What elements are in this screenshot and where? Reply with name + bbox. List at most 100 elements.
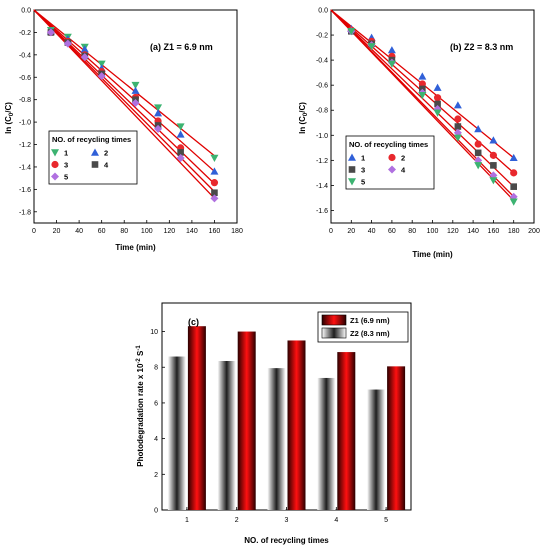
y-tick-label-c: 10 <box>150 329 158 336</box>
x-tick-label-b: 200 <box>528 228 540 235</box>
legend-label-b-2: 2 <box>401 154 405 163</box>
legend-swatch-z1 <box>321 314 347 326</box>
legend-box-a <box>48 130 138 185</box>
data-point-b-series-5 <box>509 198 518 206</box>
x-axis-label-b: Time (min) <box>412 250 453 259</box>
bars-c <box>167 326 406 510</box>
data-point-a-series-5 <box>176 153 185 162</box>
y-axis-label-b-sub: 0 <box>303 112 309 116</box>
x-tick-label-b: 180 <box>508 228 520 235</box>
legend-entries-b: 1 2 3 4 5 <box>348 153 406 187</box>
y-tick-label-a: -1.4 <box>19 164 31 171</box>
x-tick-label-a: 160 <box>209 228 221 235</box>
data-point-a-series-2 <box>80 45 89 53</box>
y-tick-label-a: -0.2 <box>19 30 31 37</box>
legend-marker-b-2 <box>388 153 396 162</box>
y-tick-label-b: 0.0 <box>318 8 328 15</box>
legend-box-b <box>345 135 435 190</box>
tick-group-c: 1 2 3 4 5 0 2 4 6 8 10 <box>150 329 388 524</box>
data-point-b-series-5 <box>489 177 498 185</box>
legend-label-a-4: 4 <box>104 161 109 170</box>
x-tick-label-a: 80 <box>120 228 128 235</box>
bar-z2-2 <box>217 360 236 510</box>
x-tick-label-b: 40 <box>368 228 376 235</box>
y-tick-label-c: 0 <box>154 508 158 515</box>
x-tick-label-b: 160 <box>488 228 500 235</box>
data-point-b-series-5 <box>367 43 376 51</box>
fit-lines-a <box>33 9 215 199</box>
legend-marker-b-1 <box>348 153 356 161</box>
y-axis-label-c-sup2: -1 <box>136 345 142 351</box>
data-point-a-series-4 <box>177 149 184 156</box>
y-tick-label-a: -1.8 <box>19 209 31 216</box>
x-tick-label-a: 180 <box>231 228 243 235</box>
data-point-b-series-1 <box>418 72 427 80</box>
y-axis-label-b-main: ln (C <box>298 116 307 134</box>
data-point-a-series-1 <box>131 81 140 90</box>
data-point-a-series-2 <box>210 167 219 175</box>
data-point-a-series-5 <box>97 72 106 81</box>
x-tick-label-b: 0 <box>329 228 333 235</box>
y-tick-label-b: -1.6 <box>316 208 328 215</box>
legend-entries-a: 1 2 3 4 5 <box>51 148 109 182</box>
y-tick-label-b: -0.6 <box>316 83 328 90</box>
data-point-b-series-1 <box>474 125 483 133</box>
legend-label-a-1: 1 <box>64 149 68 158</box>
y-tick-label-a: -1.6 <box>19 187 31 194</box>
data-point-b-series-2 <box>474 140 482 148</box>
data-point-b-series-2 <box>510 169 518 177</box>
y-tick-label-c: 8 <box>154 365 158 372</box>
data-point-b-series-5 <box>474 162 483 170</box>
data-point-b-series-3 <box>454 123 462 130</box>
data-point-b-series-5 <box>347 28 356 36</box>
panel-label-c: (c) <box>188 317 199 327</box>
data-point-a-series-5 <box>63 39 72 48</box>
y-tick-label-c: 2 <box>154 472 158 479</box>
y-tick-label-a: -0.4 <box>19 52 31 59</box>
legend-marker-b-3 <box>348 166 356 173</box>
data-point-a-series-1 <box>154 104 163 112</box>
data-point-b-series-5 <box>433 109 442 117</box>
legend-c: Z1 (6.9 nm) Z2 (8.3 nm) <box>317 311 409 343</box>
legend-swatch-z2 <box>321 327 347 339</box>
fit-line-b-series-5 <box>330 9 515 201</box>
x-axis-label-c: NO. of recycling times <box>244 536 329 545</box>
y-tick-label-b: -1.0 <box>316 133 328 140</box>
x-tick-label-a: 40 <box>75 228 83 235</box>
legend-b: NO. of recycling times 1 2 3 4 5 <box>345 135 435 190</box>
legend-marker-a-2 <box>91 148 99 156</box>
x-tick-label-c: 3 <box>285 517 289 524</box>
legend-marker-a-4 <box>91 161 99 168</box>
legend-marker-b-5 <box>348 178 356 186</box>
data-point-b-series-3 <box>510 183 517 190</box>
data-point-a-series-5 <box>46 28 55 37</box>
x-tick-label-a: 60 <box>98 228 106 235</box>
fit-line-a-series-3 <box>33 9 215 185</box>
x-tick-label-a: 120 <box>163 228 175 235</box>
legend-marker-a-1 <box>51 149 59 157</box>
fit-line-a-series-5 <box>33 9 215 199</box>
data-point-a-series-2 <box>131 86 140 94</box>
y-tick-label-a: -1.2 <box>19 142 31 149</box>
legend-label-b-5: 5 <box>361 178 365 187</box>
legend-marker-a-5 <box>51 172 59 181</box>
x-tick-label-a: 0 <box>32 228 36 235</box>
y-tick-label-a: 0.0 <box>21 8 31 15</box>
x-axis-label-a: Time (min) <box>115 243 156 252</box>
y-axis-label-a-rest: /C) <box>4 102 13 113</box>
panel-label-a: (a) Z1 = 6.9 nm <box>150 42 213 52</box>
legend-label-b-3: 3 <box>361 166 365 175</box>
legend-label-a-5: 5 <box>64 173 68 182</box>
y-tick-label-b: -0.8 <box>316 108 328 115</box>
x-tick-label-c: 5 <box>384 517 388 524</box>
data-point-b-series-5 <box>418 92 427 100</box>
data-point-a-series-5 <box>210 194 219 203</box>
x-tick-label-b: 20 <box>347 228 355 235</box>
x-tick-label-c: 4 <box>334 517 338 524</box>
legend-a: NO. of recycling times 1 2 3 4 5 <box>48 130 138 185</box>
data-points-b <box>347 24 518 206</box>
data-point-b-series-1 <box>489 136 498 144</box>
legend-label-z2: Z2 (8.3 nm) <box>350 329 390 338</box>
legend-marker-b-4 <box>388 165 396 174</box>
fit-line-a-series-4 <box>33 9 215 193</box>
